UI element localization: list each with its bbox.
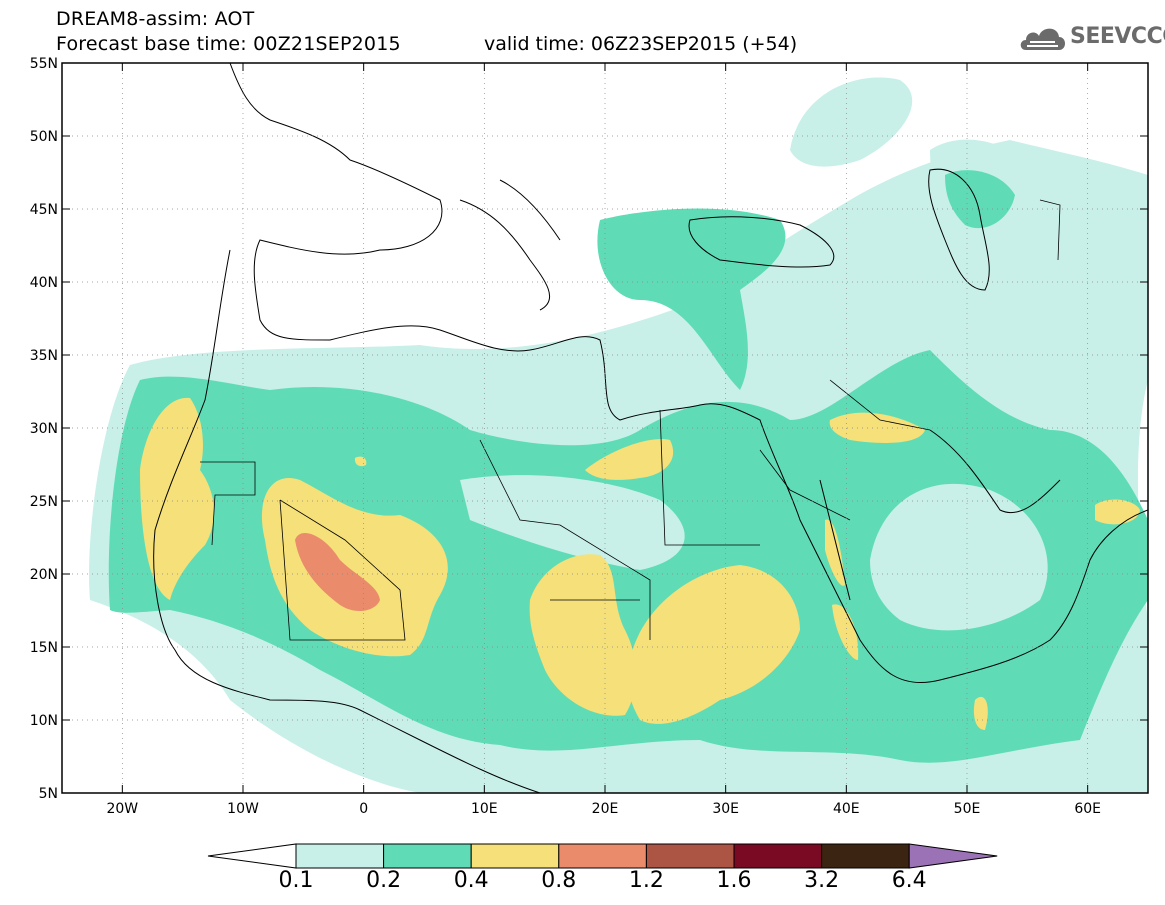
lat-tick-label: 25N xyxy=(30,494,58,510)
coastline-italy xyxy=(459,179,561,311)
lon-tick-label: 50E xyxy=(954,801,981,817)
aot-clear-arabia xyxy=(870,483,1048,631)
lat-tick-label: 20N xyxy=(30,567,58,583)
lon-tick-label: 20W xyxy=(106,801,138,817)
forecast-base-time: Forecast base time: 00Z21SEP2015 xyxy=(56,33,401,55)
colorbar-segment xyxy=(733,843,823,869)
aot-contour-0.4-egypt xyxy=(585,439,674,480)
colorbar-label: 0.4 xyxy=(453,868,489,893)
colorbar-label: 1.2 xyxy=(628,868,664,893)
lon-tick-label: 0 xyxy=(359,801,368,817)
lon-tick-label: 20E xyxy=(592,801,619,817)
colorbar-label: 1.6 xyxy=(716,868,752,893)
aot-contour-0.4-westcoast xyxy=(140,397,215,600)
colorbar-segment xyxy=(645,843,735,869)
colorbar-label: 0.2 xyxy=(366,868,402,893)
colorbar-label: 0.1 xyxy=(278,868,314,893)
coastline xyxy=(229,63,1148,684)
valid-time: valid time: 06Z23SEP2015 (+54) xyxy=(484,33,798,55)
colorbar-label: 6.4 xyxy=(891,868,927,893)
colorbar xyxy=(207,843,998,869)
aot-contour-0.4-mauritania xyxy=(261,478,448,657)
colorbar-arrow-low xyxy=(207,843,297,869)
coastlines-borders xyxy=(153,63,1148,793)
cloud-icon xyxy=(1020,28,1065,50)
colorbar-segment xyxy=(558,843,647,869)
lat-tick-label: 50N xyxy=(30,129,58,145)
lat-tick-label: 30N xyxy=(30,421,58,437)
lat-tick-label: 55N xyxy=(30,56,58,72)
lat-tick-label: 15N xyxy=(30,640,58,656)
seevccc-logo: SEEVCCC xyxy=(1018,20,1165,56)
colorbar-label: 3.2 xyxy=(804,868,840,893)
lon-tick-label: 40E xyxy=(833,801,860,817)
lat-tick-label: 45N xyxy=(30,202,58,218)
borders xyxy=(200,199,1061,641)
map-title: DREAM8-assim: AOT xyxy=(56,8,255,30)
coastline-gulf xyxy=(819,429,1061,601)
coastline-caspian xyxy=(928,168,990,291)
coastline-blacksea xyxy=(688,216,835,268)
lat-tick-label: 35N xyxy=(30,348,58,364)
lat-tick-label: 5N xyxy=(39,786,58,802)
lon-tick-label: 10E xyxy=(471,801,498,817)
colorbar-segment xyxy=(821,843,910,869)
colorbar-segment xyxy=(383,843,472,869)
aot-contour-0.1-north xyxy=(790,77,913,167)
aot-contour-0.2-turkey xyxy=(597,208,786,390)
aot-contour-0.4-chad xyxy=(529,554,637,716)
coastline-westafrica xyxy=(153,249,541,793)
colorbar-arrow-high xyxy=(908,843,998,869)
lon-tick-label: 60E xyxy=(1074,801,1101,817)
aot-contour-0.2-caspian xyxy=(945,170,1015,229)
aot-contour-0.4-oman xyxy=(1095,499,1140,525)
aot-clear-sahara xyxy=(460,475,685,570)
logo-text: SEEVCCC xyxy=(1070,24,1165,49)
aot-contour-0.8 xyxy=(295,532,380,612)
colorbar-segment xyxy=(470,843,560,869)
colorbar-label: 0.8 xyxy=(541,868,577,893)
axis-ticks: 20W 10W 0 10E 20E 30E 40E 50E 60E 55N 50N 45N 40N 35N… xyxy=(30,56,1148,817)
aot-contour-0.4-sudan xyxy=(627,565,800,724)
lon-tick-label: 30E xyxy=(712,801,739,817)
colorbar-segment xyxy=(295,843,385,869)
aot-field xyxy=(89,77,1148,793)
lat-tick-label: 40N xyxy=(30,275,58,291)
lon-tick-label: 10W xyxy=(227,801,259,817)
lat-tick-label: 10N xyxy=(30,713,58,729)
